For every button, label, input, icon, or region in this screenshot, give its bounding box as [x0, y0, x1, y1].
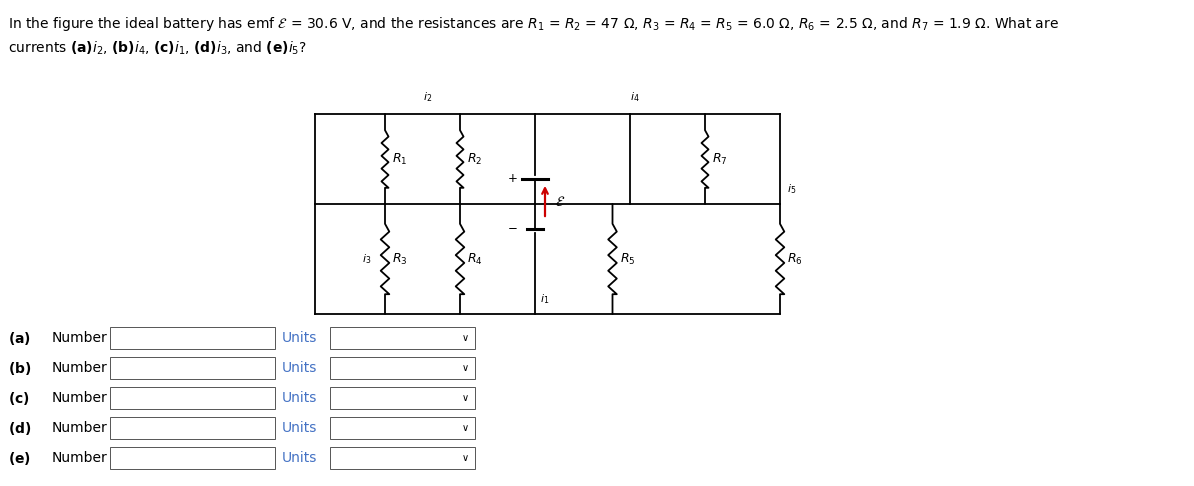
Text: $i_2$: $i_2$	[423, 90, 432, 104]
FancyBboxPatch shape	[110, 417, 275, 439]
FancyBboxPatch shape	[110, 447, 275, 469]
Text: $R_4$: $R_4$	[467, 251, 482, 266]
Text: $i_4$: $i_4$	[630, 90, 640, 104]
FancyBboxPatch shape	[330, 327, 475, 349]
Text: $i_5$: $i_5$	[787, 182, 796, 196]
Text: Units: Units	[282, 421, 318, 435]
Text: $i_1$: $i_1$	[540, 292, 549, 306]
Text: ∨: ∨	[461, 363, 468, 373]
Text: −: −	[509, 222, 518, 235]
FancyBboxPatch shape	[110, 357, 275, 379]
FancyBboxPatch shape	[110, 327, 275, 349]
FancyBboxPatch shape	[110, 387, 275, 409]
FancyBboxPatch shape	[330, 387, 475, 409]
Text: Number: Number	[53, 331, 107, 345]
Text: $R_5$: $R_5$	[620, 251, 635, 266]
Text: $\mathbf{(a)}$: $\mathbf{(a)}$	[8, 330, 31, 347]
FancyBboxPatch shape	[330, 447, 475, 469]
Text: ∨: ∨	[461, 393, 468, 403]
Text: Number: Number	[53, 391, 107, 405]
Text: $i_3$: $i_3$	[362, 252, 371, 266]
Text: $R_2$: $R_2$	[467, 152, 482, 167]
Text: $\mathbf{(b)}$: $\mathbf{(b)}$	[8, 360, 31, 377]
Text: +: +	[509, 172, 518, 185]
Text: In the figure the ideal battery has emf $\mathcal{E}$ = 30.6 V, and the resistan: In the figure the ideal battery has emf …	[8, 15, 1059, 33]
Text: $\mathcal{E}$: $\mathcal{E}$	[555, 195, 565, 209]
Text: Number: Number	[53, 421, 107, 435]
Text: $R_6$: $R_6$	[787, 251, 802, 266]
Text: Number: Number	[53, 451, 107, 465]
Text: ∨: ∨	[461, 423, 468, 433]
FancyBboxPatch shape	[330, 357, 475, 379]
Text: $R_7$: $R_7$	[712, 152, 727, 167]
Text: ∨: ∨	[461, 333, 468, 343]
Text: $\mathbf{(e)}$: $\mathbf{(e)}$	[8, 450, 31, 467]
Text: Units: Units	[282, 451, 318, 465]
Text: ∨: ∨	[461, 453, 468, 463]
Text: $R_3$: $R_3$	[392, 251, 407, 266]
Text: $\mathbf{(c)}$: $\mathbf{(c)}$	[8, 389, 30, 406]
Text: Units: Units	[282, 391, 318, 405]
Text: Number: Number	[53, 361, 107, 375]
Text: currents $\mathbf{(a)}$$i_2$, $\mathbf{(b)}$$i_4$, $\mathbf{(c)}$$i_1$, $\mathbf: currents $\mathbf{(a)}$$i_2$, $\mathbf{(…	[8, 39, 307, 57]
Text: Units: Units	[282, 361, 318, 375]
Text: $R_1$: $R_1$	[392, 152, 407, 167]
Text: $\mathbf{(d)}$: $\mathbf{(d)}$	[8, 419, 31, 436]
Text: Units: Units	[282, 331, 318, 345]
FancyBboxPatch shape	[330, 417, 475, 439]
